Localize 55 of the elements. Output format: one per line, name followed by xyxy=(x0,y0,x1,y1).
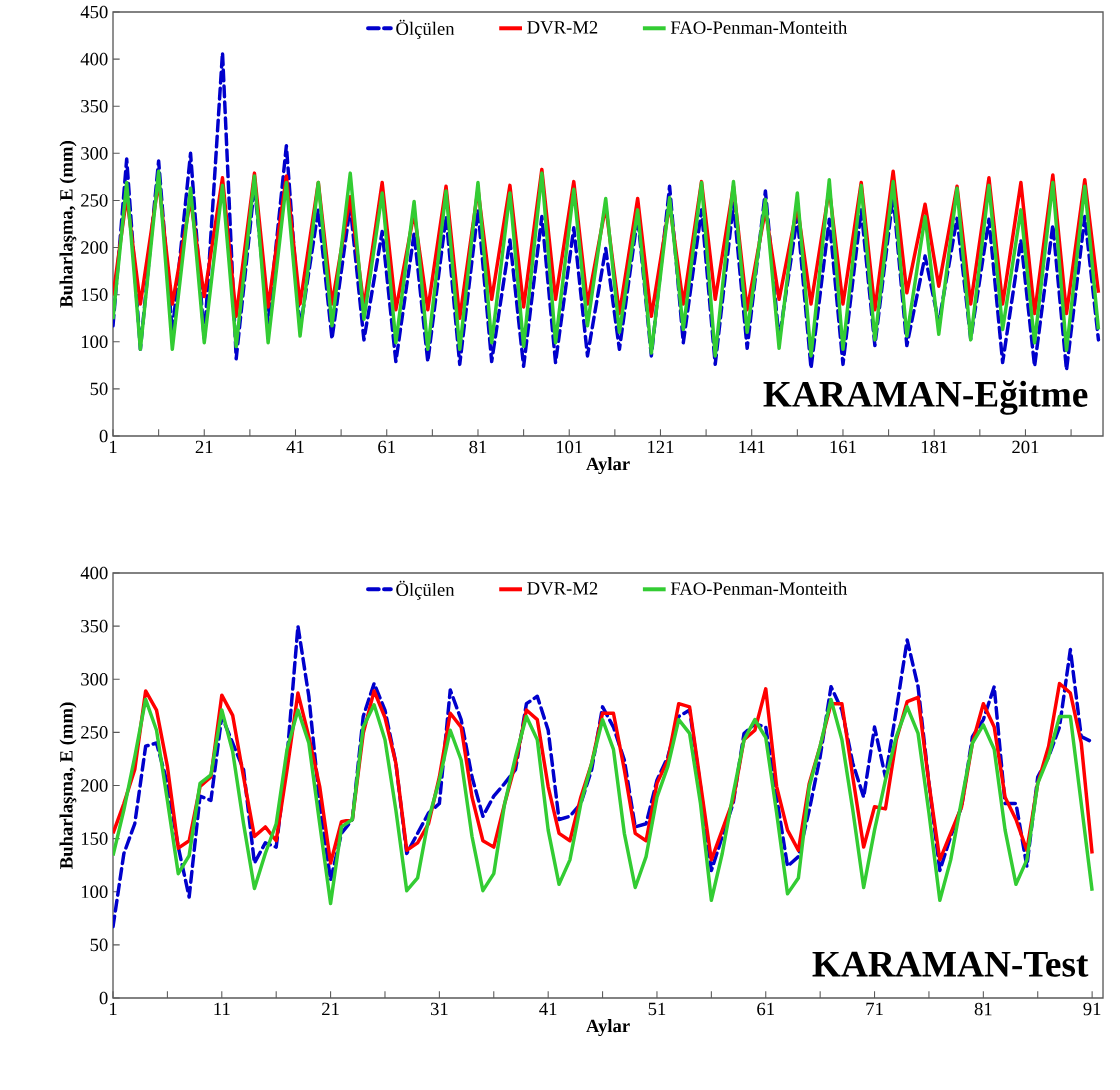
x-tick-label: 121 xyxy=(648,440,674,454)
y-tick-label: 0 xyxy=(99,991,108,1005)
x-tick-label: 91 xyxy=(1083,1002,1101,1016)
y-tick-label: 150 xyxy=(81,832,108,845)
y-tick-label: 0 xyxy=(99,429,108,443)
x-axis-title: Aylar xyxy=(586,1019,630,1037)
y-axis-title: Buharlaşma, E (mm) xyxy=(59,141,77,308)
x-tick-label: 61 xyxy=(757,1002,774,1016)
y-tick-label: 250 xyxy=(81,726,108,739)
y-axis-title: Buharlaşma, E (mm) xyxy=(59,702,77,869)
y-tick-label: 50 xyxy=(90,938,108,952)
legend-label: Ölçülen xyxy=(396,19,455,39)
x-tick-label: 31 xyxy=(430,1002,448,1016)
line-series xyxy=(113,697,1094,906)
y-tick-label: 250 xyxy=(81,194,108,207)
x-axis-title: Aylar xyxy=(586,457,630,475)
legend-label: FAO-Penman-Monteith xyxy=(670,20,848,34)
x-tick-label: 161 xyxy=(830,440,856,454)
y-tick-label: 450 xyxy=(80,5,108,19)
x-tick-label: 41 xyxy=(286,440,304,454)
y-tick-label: 350 xyxy=(81,619,108,633)
y-tick-label: 300 xyxy=(81,672,108,686)
y-tick-label: 100 xyxy=(81,335,108,349)
text: KARAMAN-Eğitme xyxy=(763,380,1088,415)
x-tick-label: 41 xyxy=(539,1002,557,1016)
y-tick-label: 50 xyxy=(90,382,108,396)
x-tick-label: 71 xyxy=(866,1002,883,1016)
legend-label: DVR-M2 xyxy=(527,21,598,34)
y-tick-label: 200 xyxy=(81,241,108,254)
x-tick-label: 1 xyxy=(109,440,117,454)
x-tick-label: 101 xyxy=(556,440,583,454)
x-tick-label: 201 xyxy=(1012,440,1039,454)
y-tick-label: 200 xyxy=(81,779,108,792)
x-tick-label: 21 xyxy=(195,440,213,454)
x-tick-label: 81 xyxy=(974,1002,992,1016)
x-tick-label: 181 xyxy=(921,440,948,454)
x-tick-label: 11 xyxy=(214,1002,230,1016)
legend-label: DVR-M2 xyxy=(527,582,598,595)
x-tick-label: 141 xyxy=(739,440,765,454)
y-tick-label: 400 xyxy=(80,52,108,66)
y-tick-label: 400 xyxy=(80,566,108,580)
x-tick-label: 61 xyxy=(378,440,395,454)
y-tick-label: 150 xyxy=(81,288,108,301)
x-tick-label: 51 xyxy=(648,1002,666,1016)
x-tick-label: 81 xyxy=(469,440,487,454)
line-series xyxy=(113,169,1101,358)
legend-label: FAO-Penman-Monteith xyxy=(670,581,848,595)
y-tick-label: 300 xyxy=(81,147,108,160)
x-tick-label: 1 xyxy=(109,1002,117,1016)
y-tick-label: 350 xyxy=(81,99,108,113)
x-tick-label: 21 xyxy=(322,1002,339,1016)
text: KARAMAN-Test xyxy=(812,951,1089,977)
y-tick-label: 100 xyxy=(81,885,108,899)
legend-label: Ölçülen xyxy=(396,580,455,600)
line-series xyxy=(113,50,1101,372)
